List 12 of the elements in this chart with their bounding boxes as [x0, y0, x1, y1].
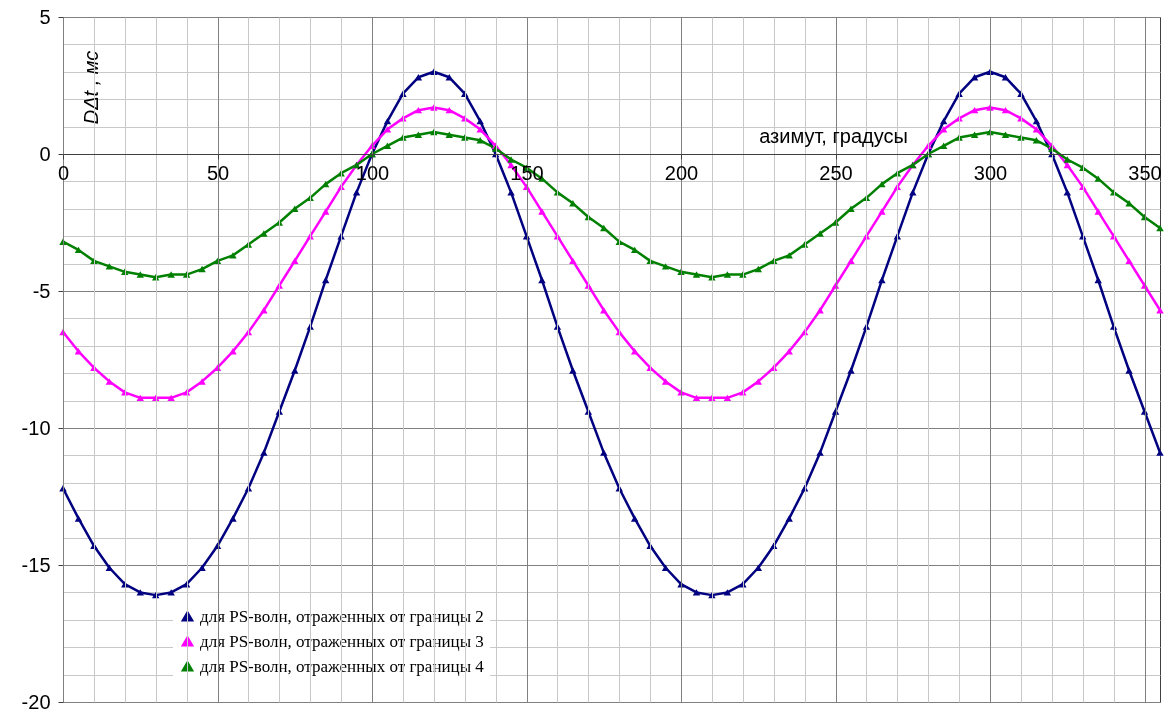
y-tick-label: -20: [21, 690, 51, 710]
x-tick-label: 250: [819, 161, 853, 184]
x-axis-title: азимут, градусы: [759, 124, 908, 147]
y-tick-label: 5: [39, 5, 51, 28]
x-tick-label: 200: [664, 161, 699, 184]
y-tick-label: -15: [21, 553, 51, 576]
y-tick-label: 0: [39, 142, 51, 165]
x-tick-label: 50: [206, 161, 230, 184]
x-tick-label: 300: [973, 161, 1008, 184]
y-tick-label: -10: [21, 416, 51, 439]
x-tick-label: 0: [57, 161, 70, 184]
y-tick-label: -5: [32, 279, 51, 302]
